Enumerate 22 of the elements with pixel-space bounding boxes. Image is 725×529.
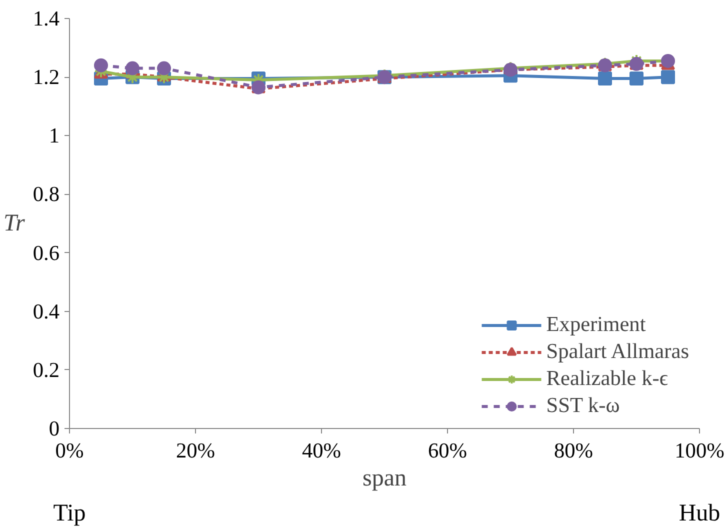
y-tick-label: 0.2 — [32, 358, 60, 382]
y-tick-label: 1.2 — [32, 65, 60, 90]
legend-label: Experiment — [546, 312, 646, 337]
legend-label: Spalart Allmaras — [546, 339, 689, 364]
text: Hub — [678, 500, 720, 526]
y-tick-label: 0.4 — [32, 299, 60, 324]
y-axis-title: Tr — [3, 210, 26, 236]
x-tick-label: 100% — [674, 438, 725, 462]
x-tick-label: 80% — [554, 438, 594, 462]
y-tick-label: 0 — [48, 416, 60, 440]
legend-label: Realizable k-ϵ — [546, 366, 668, 391]
x-tick-label: 0% — [55, 438, 84, 462]
y-tick-label: 0.8 — [32, 182, 60, 206]
legend-label: SST k-ω — [546, 393, 620, 418]
x-tick-label: 20% — [176, 438, 216, 462]
y-tick-label: 1 — [48, 124, 60, 148]
y-tick-label: 0.6 — [32, 240, 60, 265]
x-axis-title: span — [362, 466, 407, 492]
text: Tip — [53, 500, 86, 526]
x-tick-label: 60% — [428, 438, 468, 462]
y-tick-label: 1.4 — [32, 6, 60, 30]
x-tick-label: 40% — [302, 438, 342, 462]
